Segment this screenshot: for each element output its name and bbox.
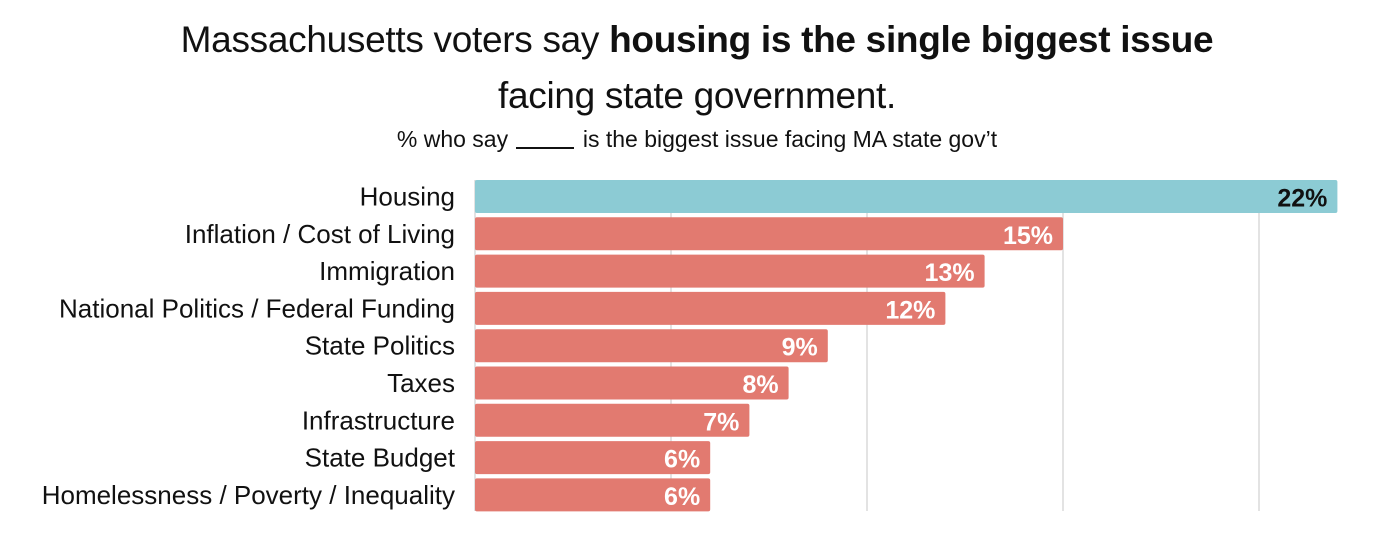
chart-title-line-1: Massachusetts voters say housing is the … <box>0 18 1394 62</box>
category-label-5: Taxes <box>387 368 455 398</box>
category-label-3: National Politics / Federal Funding <box>59 293 455 323</box>
category-labels: Housing Inflation / Cost of Living Immigra… <box>42 182 456 510</box>
data-label-1: 15% <box>1003 222 1053 250</box>
bar-4 <box>475 329 828 363</box>
category-label-1: Inflation / Cost of Living <box>185 219 455 249</box>
data-label-7: 6% <box>664 446 700 474</box>
category-label-6: Infrastructure <box>302 405 455 435</box>
data-labels: 22%15%13%12%9%8%7%6%6% <box>664 185 1327 511</box>
bar-6 <box>475 403 750 437</box>
category-label-7: State Budget <box>305 443 456 473</box>
category-label-2: Immigration <box>319 256 455 286</box>
data-label-2: 13% <box>925 259 975 287</box>
chart-subtitle: % who say is the biggest issue facing MA… <box>0 124 1394 154</box>
data-label-4: 9% <box>782 334 818 362</box>
title-emphasis: housing is the single biggest issue <box>609 19 1214 60</box>
data-label-0: 22% <box>1277 185 1327 213</box>
subtitle-before: % who say <box>396 126 509 152</box>
bar-8 <box>475 478 711 512</box>
bar-7 <box>475 441 711 475</box>
data-label-5: 8% <box>742 371 778 399</box>
data-label-6: 7% <box>703 408 739 436</box>
bar-2 <box>475 254 985 288</box>
category-label-4: State Politics <box>305 331 455 361</box>
bars <box>475 180 1338 512</box>
title-prefix: Massachusetts voters say <box>180 19 610 60</box>
subtitle-after: is the biggest issue facing MA state gov… <box>582 126 998 152</box>
category-label-8: Homelessness / Poverty / Inequality <box>42 480 455 510</box>
data-label-8: 6% <box>664 483 700 511</box>
bar-0 <box>475 180 1338 213</box>
bar-5 <box>475 366 789 400</box>
subtitle-blank <box>516 147 575 149</box>
chart-title-line-2: facing state government. <box>498 75 896 116</box>
category-label-0: Housing <box>360 182 455 212</box>
bar-1 <box>475 217 1063 251</box>
bar-3 <box>475 291 946 325</box>
data-label-3: 12% <box>885 296 935 324</box>
